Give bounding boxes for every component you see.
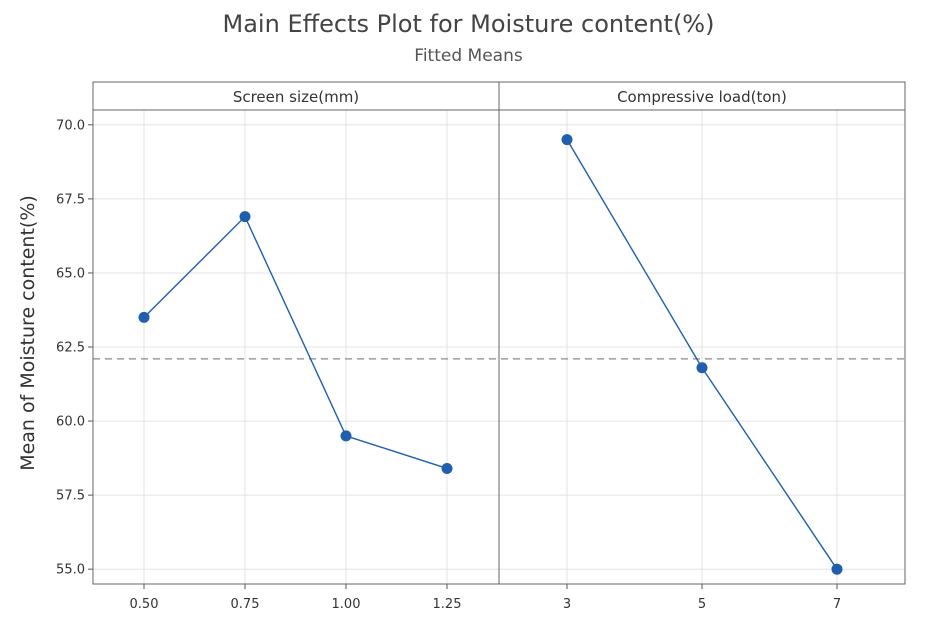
panel-strip-label: Compressive load(ton) (617, 88, 787, 106)
y-tick-label: 57.5 (56, 489, 85, 504)
y-tick-label: 62.5 (56, 341, 85, 356)
data-point (831, 563, 843, 575)
x-tick-label: 5 (698, 597, 706, 612)
series-layer (138, 134, 843, 575)
chart-title: Main Effects Plot for Moisture content(%… (222, 10, 715, 38)
y-tick-label: 70.0 (56, 118, 85, 133)
x-tick-label: 0.75 (231, 597, 260, 612)
frame-layer (88, 81, 906, 589)
x-tick-label: 3 (563, 597, 571, 612)
x-tick-label: 7 (833, 597, 841, 612)
y-tick-label: 67.5 (56, 192, 85, 207)
data-point (239, 211, 251, 223)
chart-subtitle: Fitted Means (414, 46, 523, 66)
y-tick-label: 55.0 (56, 563, 85, 578)
x-tick-label: 0.50 (130, 597, 159, 612)
y-tick-label: 60.0 (56, 415, 85, 430)
x-tick-label: 1.00 (332, 597, 361, 612)
y-tick-label: 65.0 (56, 266, 85, 281)
data-point (138, 311, 150, 323)
panel-strip (498, 81, 906, 111)
x-tick-label: 1.25 (433, 597, 462, 612)
data-point (561, 134, 573, 146)
data-point (441, 462, 453, 474)
series-line (143, 215, 448, 470)
text-layer: 55.0 57.5 60.0 62.5 65.0 67.5 70.0 0.50 0.75 1.00… (56, 88, 841, 612)
y-axis-label: Mean of Moisture content(%) (17, 195, 39, 471)
data-point (696, 362, 708, 374)
panel-strip-label: Screen size(mm) (233, 88, 359, 106)
data-point (340, 430, 352, 442)
